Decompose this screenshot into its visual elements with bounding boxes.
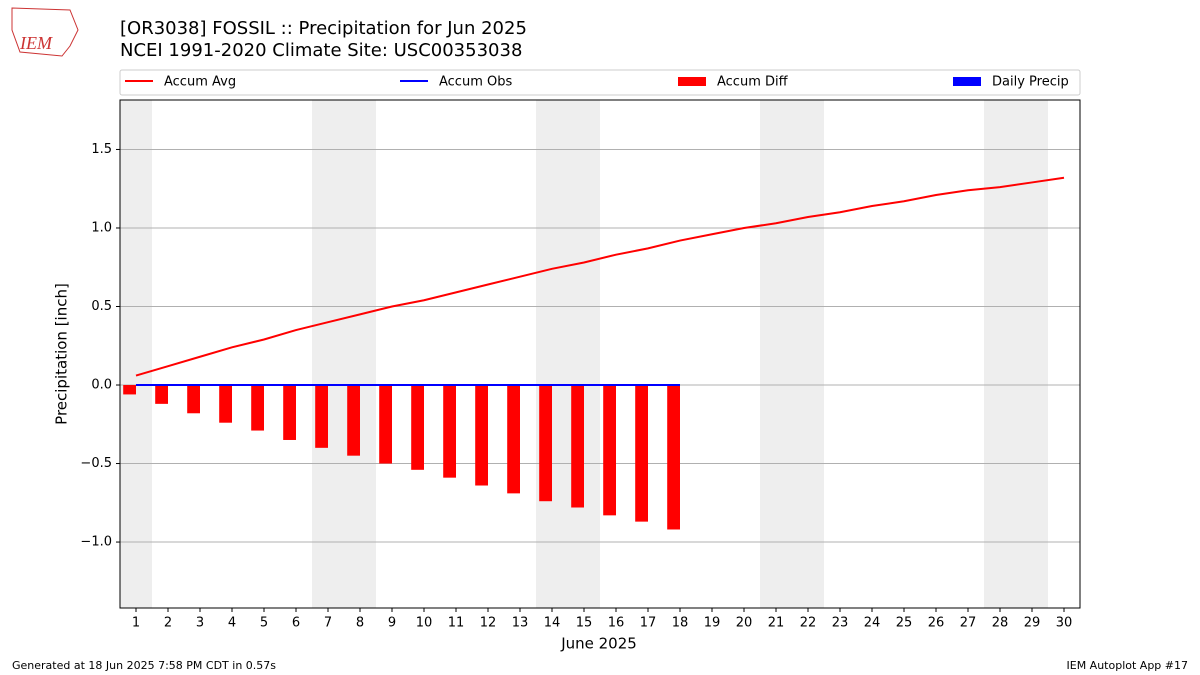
bar [123,385,136,395]
y-tick-label: −1.0 [80,535,112,550]
legend-swatch [678,77,706,86]
weekend-band [120,100,152,608]
bar [667,385,680,530]
x-tick-label: 18 [672,616,689,631]
x-tick-label: 27 [960,616,977,631]
footer-right: IEM Autoplot App #17 [1067,659,1189,672]
x-tick-label: 7 [324,616,332,631]
y-tick-label: 0.0 [91,378,112,393]
footer-left: Generated at 18 Jun 2025 7:58 PM CDT in … [12,659,276,672]
x-tick-label: 21 [768,616,785,631]
weekend-band [568,100,600,608]
bar [443,385,456,478]
y-tick-label: 1.5 [91,142,112,157]
bar [475,385,488,486]
x-tick-label: 9 [388,616,396,631]
x-axis-label: June 2025 [560,635,637,653]
bar [283,385,296,440]
x-tick-label: 5 [260,616,268,631]
x-tick-label: 24 [864,616,881,631]
x-tick-label: 28 [992,616,1009,631]
plot-frame [119,99,1081,609]
y-axis-label: Precipitation [inch] [53,283,71,425]
y-tick-label: −0.5 [80,456,112,471]
x-tick-label: 11 [448,616,465,631]
bar [603,385,616,516]
bar [347,385,360,456]
logo-outline [11,7,79,57]
y-tick-label: 0.5 [91,299,112,314]
logo-text: IEM [19,33,53,53]
weekend-band [344,100,376,608]
chart-title: [OR3038] FOSSIL :: Precipitation for Jun… [120,18,527,39]
x-tick-label: 15 [576,616,593,631]
legend-label: Accum Diff [717,75,789,90]
x-tick-label: 30 [1056,616,1073,631]
weekend-band [312,100,344,608]
x-tick-label: 10 [416,616,433,631]
chart-subtitle: NCEI 1991-2020 Climate Site: USC00353038 [120,40,522,61]
x-tick-label: 16 [608,616,625,631]
bar [571,385,584,508]
x-tick-label: 29 [1024,616,1041,631]
x-tick-label: 23 [832,616,849,631]
x-tick-label: 6 [292,616,300,631]
legend-label: Daily Precip [992,75,1069,90]
bar [187,385,200,414]
bar [635,385,648,522]
bar [219,385,232,423]
x-tick-label: 12 [480,616,497,631]
x-tick-label: 26 [928,616,945,631]
y-tick-label: 1.0 [91,220,112,235]
bar [251,385,264,431]
x-tick-label: 19 [704,616,721,631]
x-tick-label: 3 [196,616,204,631]
weekend-band [536,100,568,608]
x-tick-label: 1 [132,616,140,631]
legend-label: Accum Obs [439,75,512,90]
x-tick-label: 8 [356,616,364,631]
line [135,176,1065,377]
bar [379,385,392,464]
x-tick-label: 4 [228,616,236,631]
x-tick-label: 20 [736,616,753,631]
legend-label: Accum Avg [164,75,236,90]
bar [411,385,424,470]
weekend-band [984,100,1016,608]
x-tick-label: 2 [164,616,172,631]
bar [507,385,520,494]
legend-swatch [953,77,981,86]
bar [315,385,328,448]
x-tick-label: 17 [640,616,657,631]
weekend-band [792,100,824,608]
weekend-band [1016,100,1048,608]
x-tick-label: 22 [800,616,817,631]
weekend-band [760,100,792,608]
x-tick-label: 13 [512,616,529,631]
x-tick-label: 14 [544,616,561,631]
x-tick-label: 25 [896,616,913,631]
legend [119,69,1081,96]
bar [155,385,168,404]
bar [539,385,552,502]
